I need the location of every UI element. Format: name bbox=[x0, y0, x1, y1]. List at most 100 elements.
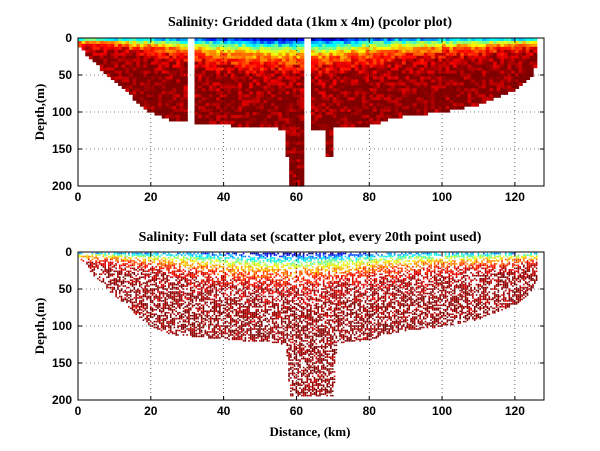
pcolor-cell bbox=[514, 73, 520, 78]
pcolor-cell bbox=[471, 49, 476, 54]
scatter-point bbox=[171, 311, 174, 314]
pcolor-cell bbox=[449, 79, 454, 83]
scatter-point bbox=[115, 282, 117, 284]
pcolor-cell bbox=[391, 49, 396, 54]
scatter-point bbox=[200, 329, 203, 332]
scatter-point bbox=[168, 260, 170, 262]
pcolor-ylabel: Depth,(m) bbox=[32, 84, 47, 141]
pcolor-cell bbox=[194, 79, 199, 83]
pcolor-cell bbox=[198, 70, 203, 75]
scatter-point bbox=[184, 306, 187, 308]
scatter-point bbox=[120, 271, 123, 274]
scatter-point bbox=[180, 279, 183, 281]
pcolor-cell bbox=[78, 40, 83, 45]
scatter-point bbox=[195, 273, 198, 276]
pcolor-cell bbox=[380, 85, 385, 89]
pcolor-cell bbox=[183, 52, 188, 57]
pcolor-cell bbox=[522, 58, 527, 63]
scatter-point bbox=[169, 254, 172, 256]
pcolor-cell bbox=[249, 109, 254, 113]
scatter-point bbox=[217, 264, 219, 267]
pcolor-cell bbox=[281, 46, 287, 51]
scatter-point bbox=[202, 261, 205, 264]
pcolor-cell bbox=[507, 55, 512, 60]
pcolor-cell bbox=[238, 67, 243, 72]
scatter-point bbox=[149, 289, 152, 292]
pcolor-cell bbox=[351, 88, 356, 92]
pcolor-cell bbox=[438, 38, 443, 42]
pcolor-cell bbox=[252, 91, 257, 95]
scatter-point bbox=[155, 283, 157, 286]
scatter-point bbox=[200, 320, 203, 323]
pcolor-cell bbox=[427, 94, 432, 98]
scatter-point bbox=[118, 266, 121, 268]
scatter-point bbox=[197, 303, 199, 305]
scatter-point bbox=[189, 273, 192, 276]
scatter-point bbox=[217, 267, 219, 270]
scatter-point bbox=[197, 271, 199, 274]
pcolor-cell bbox=[154, 91, 159, 95]
pcolor-cell bbox=[420, 43, 425, 48]
pcolor-cell bbox=[128, 46, 134, 51]
scatter-point bbox=[113, 264, 116, 267]
pcolor-cell bbox=[336, 106, 341, 110]
pcolor-cell bbox=[179, 106, 185, 110]
pcolor-cell bbox=[263, 38, 268, 42]
pcolor-cell bbox=[176, 117, 181, 122]
pcolor-cell bbox=[485, 61, 490, 66]
pcolor-cell bbox=[332, 120, 338, 125]
scatter-point bbox=[89, 270, 92, 273]
pcolor-cell bbox=[296, 129, 301, 134]
pcolor-cell bbox=[449, 43, 454, 48]
pcolor-cell bbox=[365, 94, 370, 98]
scatter-point bbox=[184, 266, 187, 268]
scatter-point bbox=[151, 283, 154, 286]
pcolor-cell bbox=[136, 58, 141, 63]
pcolor-cell bbox=[281, 79, 287, 83]
pcolor-cell bbox=[179, 64, 185, 69]
pcolor-cell bbox=[292, 38, 298, 42]
pcolor-cell bbox=[427, 52, 432, 57]
pcolor-cell bbox=[92, 49, 97, 54]
pcolor-cell bbox=[128, 40, 134, 45]
scatter-point bbox=[195, 332, 198, 335]
pcolor-cell bbox=[296, 141, 301, 146]
scatter-point bbox=[168, 270, 170, 273]
pcolor-cell bbox=[405, 76, 410, 81]
pcolor-cell bbox=[525, 76, 531, 81]
scatter-point bbox=[108, 264, 110, 267]
pcolor-cell bbox=[311, 109, 316, 113]
pcolor-cell bbox=[354, 123, 359, 128]
pcolor-cell bbox=[452, 76, 458, 81]
scatter-point bbox=[184, 263, 187, 265]
pcolor-cell bbox=[318, 46, 323, 51]
pcolor-cell bbox=[482, 73, 487, 78]
pcolor-cell bbox=[252, 52, 257, 57]
pcolor-cell bbox=[511, 52, 516, 57]
pcolor-cell bbox=[332, 43, 338, 48]
pcolor-cell bbox=[482, 76, 487, 81]
pcolor-cell bbox=[438, 49, 443, 54]
pcolor-cell bbox=[474, 43, 480, 48]
pcolor-cell bbox=[456, 70, 461, 75]
pcolor-cell bbox=[311, 40, 316, 45]
pcolor-cell bbox=[518, 38, 523, 42]
scatter-point bbox=[173, 264, 176, 267]
pcolor-cell bbox=[176, 94, 181, 98]
pcolor-cell bbox=[394, 85, 399, 89]
pcolor-cell bbox=[372, 49, 378, 54]
pcolor-cell bbox=[423, 67, 429, 72]
scatter-point bbox=[202, 267, 205, 270]
pcolor-cell bbox=[183, 76, 188, 81]
scatter-point bbox=[208, 311, 210, 314]
scatter-point bbox=[160, 270, 163, 273]
pcolor-cell bbox=[387, 91, 392, 95]
pcolor-cell bbox=[503, 38, 509, 42]
pcolor-cell bbox=[347, 120, 352, 125]
pcolor-cell bbox=[398, 70, 403, 75]
pcolor-cell bbox=[387, 64, 392, 69]
pcolor-cell bbox=[427, 100, 432, 104]
pcolor-cell bbox=[278, 106, 283, 110]
pcolor-gridlines bbox=[78, 38, 544, 186]
pcolor-cell bbox=[383, 52, 389, 57]
